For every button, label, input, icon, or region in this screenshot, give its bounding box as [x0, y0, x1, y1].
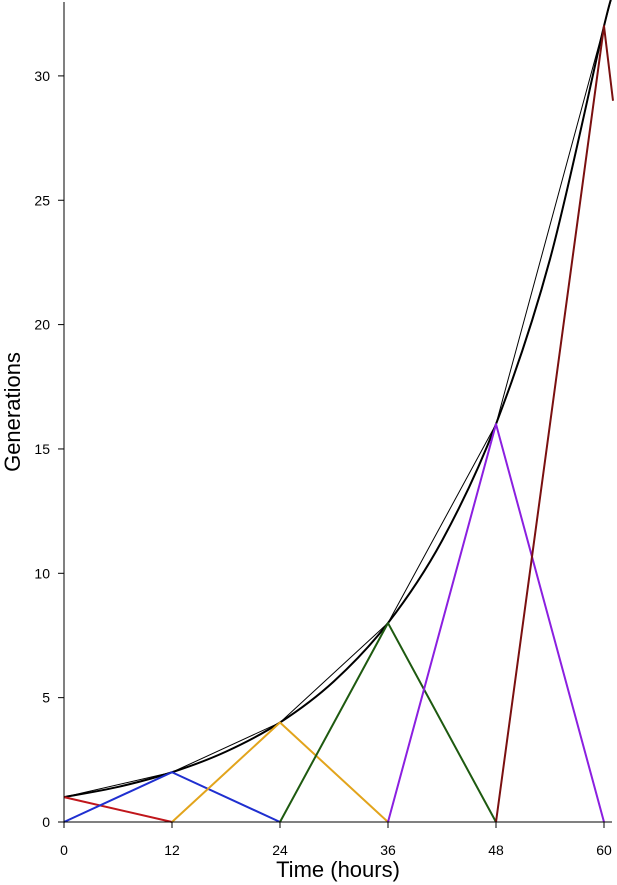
y-tick-label: 0: [42, 814, 50, 830]
y-ticks: 0 5 10 15 20 25 30: [34, 68, 64, 830]
x-tick-label: 60: [596, 842, 612, 858]
y-tick-label: 30: [34, 68, 50, 84]
series-line-7: [495, 25, 614, 823]
x-tick-label: 12: [164, 842, 180, 858]
x-tick-label: 24: [272, 842, 288, 858]
plot-lines: [63, 0, 614, 823]
x-tick-label: 48: [488, 842, 504, 858]
y-tick-label: 15: [34, 441, 50, 457]
y-tick-label: 5: [42, 690, 50, 706]
y-tick-label: 25: [34, 192, 50, 208]
y-tick-label: 10: [34, 565, 50, 581]
series-line-0: [63, 0, 612, 799]
series-line-4: [171, 721, 389, 823]
series-line-3: [63, 771, 281, 823]
series-line-6: [387, 423, 605, 823]
x-tick-label: 0: [60, 842, 68, 858]
x-ticks: 0 12 24 36 48 60: [60, 822, 612, 858]
y-tick-label: 20: [34, 317, 50, 333]
x-axis-label: Time (hours): [276, 857, 400, 882]
series-line-2: [63, 796, 173, 823]
series-line-5: [279, 622, 497, 823]
x-tick-label: 36: [380, 842, 396, 858]
y-axis-label: Generations: [0, 352, 25, 472]
